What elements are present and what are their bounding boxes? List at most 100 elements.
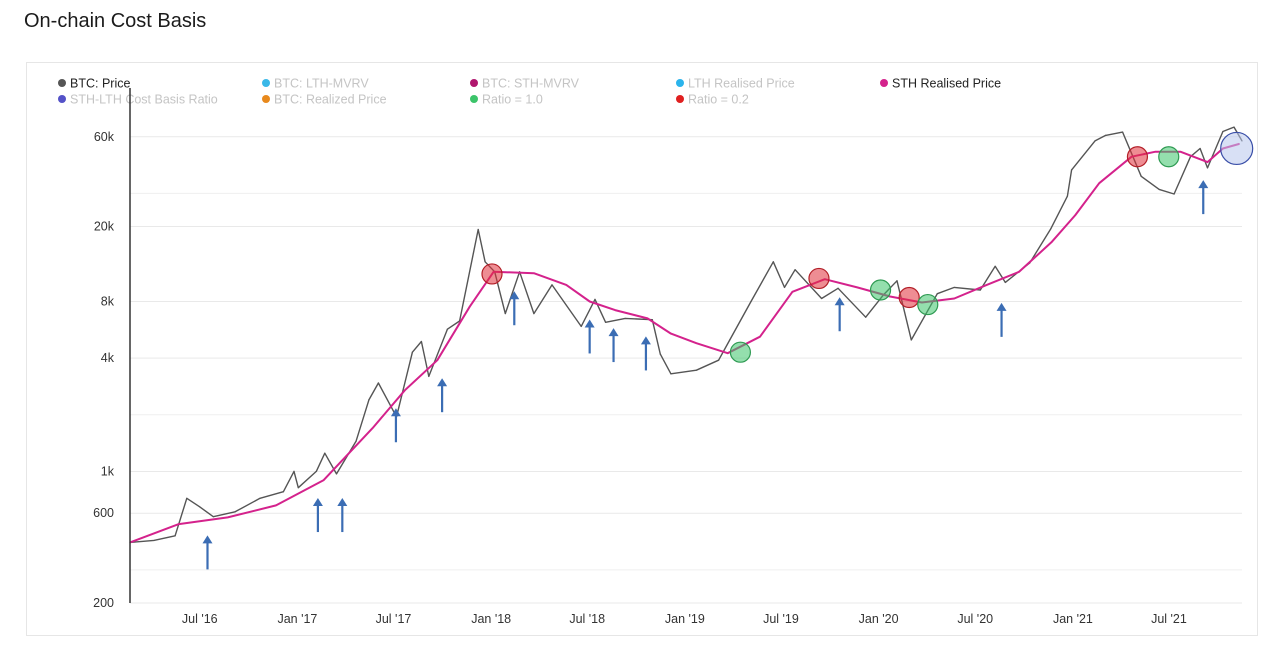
data-point (153, 539, 155, 542)
data-point (589, 300, 591, 303)
data-point (174, 535, 176, 537)
legend-item-ratio-1-0[interactable]: Ratio = 1.0 (470, 93, 543, 107)
legend-swatch (470, 95, 478, 103)
data-point (659, 353, 661, 355)
data-point (282, 491, 284, 493)
x-tick-label: Jan '20 (859, 612, 899, 626)
legend-item-btc-lth-mvrv[interactable]: BTC: LTH-MVRV (262, 77, 369, 91)
data-point (1154, 151, 1157, 153)
legend-swatch (58, 95, 66, 103)
arrow-marker (509, 291, 520, 326)
data-point (646, 317, 649, 320)
y-tick-label: 60k (94, 130, 115, 144)
data-point (1206, 167, 1209, 169)
data-point (355, 440, 357, 442)
legend-swatch (880, 79, 888, 87)
data-point (604, 321, 607, 323)
data-point (1104, 134, 1107, 137)
data-point (297, 487, 299, 489)
data-point (783, 286, 786, 289)
data-point (594, 298, 596, 301)
legend-label: BTC: Price (70, 77, 130, 91)
data-point (759, 336, 761, 338)
data-point (324, 452, 326, 454)
data-point (580, 325, 582, 327)
data-point (186, 497, 188, 499)
data-point (428, 375, 430, 377)
data-point (504, 312, 506, 315)
arrow-marker (834, 297, 845, 332)
data-point (315, 470, 317, 473)
data-point (198, 506, 201, 508)
legend-item-btc-price[interactable]: BTC: Price (58, 77, 130, 91)
x-tick-label: Jul '16 (182, 612, 218, 626)
ratio-1-0-marker (917, 293, 939, 316)
legend-item-ratio-0-2[interactable]: Ratio = 0.2 (676, 93, 749, 107)
x-tick-label: Jul '20 (957, 612, 993, 626)
arrow-marker (608, 328, 619, 363)
data-point (212, 516, 214, 518)
data-point (729, 339, 731, 341)
current-marker (1220, 131, 1254, 166)
data-point (695, 342, 697, 344)
data-point (1173, 193, 1175, 195)
data-point (1018, 271, 1020, 273)
data-point (979, 289, 981, 291)
legend-item-btc-sth-mvrv[interactable]: BTC: STH-MVRV (470, 77, 580, 91)
data-point (772, 261, 774, 263)
legend-item-btc-realized-price[interactable]: BTC: Realized Price (262, 93, 387, 107)
y-tick-label: 20k (94, 220, 115, 234)
data-point (1074, 214, 1076, 216)
data-point (936, 293, 938, 295)
arrow-marker (640, 336, 651, 371)
data-point (651, 319, 653, 321)
y-tick-label: 1k (101, 464, 115, 478)
arrow-marker (584, 319, 595, 354)
y-tick-label: 8k (101, 294, 115, 308)
data-point (1233, 126, 1235, 128)
legend-label: STH Realised Price (892, 77, 1001, 91)
gridlines (130, 136, 1242, 604)
arrow-marker (1198, 180, 1209, 215)
legend-swatch (676, 79, 684, 87)
legend-item-sth-realised-price[interactable]: STH Realised Price (880, 77, 1001, 91)
data-point (275, 504, 277, 507)
data-point (227, 516, 229, 518)
data-point (377, 382, 380, 384)
data-point (889, 295, 891, 298)
ratio-0-2-marker (1126, 146, 1149, 168)
legend-swatch (58, 79, 66, 87)
data-point (1066, 195, 1068, 197)
data-point (1206, 161, 1209, 163)
series-line-btc-price (129, 126, 1243, 544)
data-point (323, 479, 325, 481)
chart-frame (26, 62, 1258, 636)
legend-swatch (676, 95, 684, 103)
y-tick-label: 600 (93, 506, 114, 520)
data-point (1140, 175, 1142, 177)
page-title: On-chain Cost Basis (24, 10, 207, 32)
x-tick-label: Jan '18 (471, 612, 511, 626)
data-point (446, 328, 449, 330)
data-point (794, 269, 796, 271)
data-point (718, 359, 720, 361)
legend-item-lth-realised-price[interactable]: LTH Realised Price (676, 77, 795, 91)
data-point (1071, 169, 1073, 171)
ratio-1-0-marker (869, 279, 892, 301)
axes: 60k 20k 8k 4k 1k 600 200 Jul '16 Jan '17 Jul '17 J… (93, 88, 1187, 626)
legend-label: STH-LTH Cost Basis Ratio (70, 93, 218, 107)
ratio-0-2-marker (898, 286, 920, 309)
legend-swatch (262, 95, 270, 103)
arrow-marker (337, 498, 348, 533)
legend-item-sth-lth-cost-basis-ratio[interactable]: STH-LTH Cost Basis Ratio (58, 93, 218, 107)
arrow-marker (390, 408, 401, 443)
legend-label: Ratio = 1.0 (482, 93, 543, 107)
data-point (910, 339, 912, 341)
arrow-marker (996, 302, 1007, 337)
x-tick-label: Jul '19 (763, 612, 799, 626)
data-point (411, 351, 413, 353)
data-point (1121, 131, 1124, 133)
data-point (624, 317, 626, 320)
data-point (565, 284, 567, 286)
